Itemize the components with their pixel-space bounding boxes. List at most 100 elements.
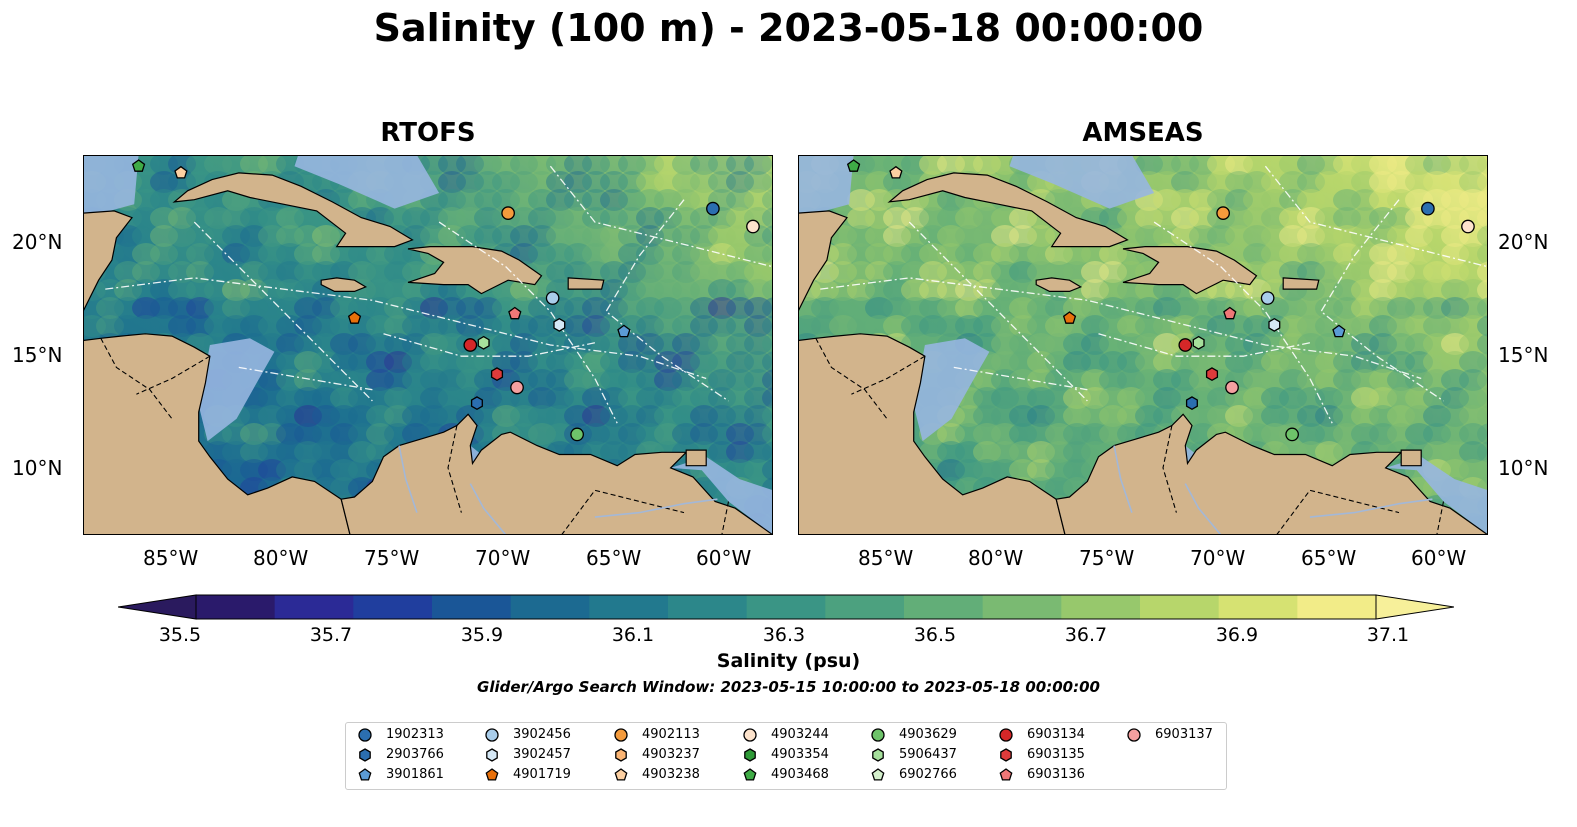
lat-tick-label: 10°N: [1498, 456, 1549, 480]
legend-marker-circle: [743, 728, 757, 742]
lon-tick-label: 80°W: [968, 546, 1024, 570]
panel-title-amseas: AMSEAS: [1082, 118, 1204, 148]
float-marker-4903468: [131, 159, 146, 172]
float-marker-6903137: [1225, 380, 1239, 395]
legend-label: 2903766: [386, 747, 444, 762]
colorbar-segment: [196, 595, 276, 619]
legend-label: 4903629: [899, 727, 957, 742]
float-legend: 1902313 2903766 3901861 3902456 3902457 49017…: [345, 722, 1227, 790]
legend-label: 1902313: [386, 727, 444, 742]
lon-tick-label: 65°W: [586, 546, 642, 570]
colorbar-segment: [904, 595, 984, 619]
legend-label: 6903136: [1027, 767, 1085, 782]
lon-tick-label: 60°W: [1411, 546, 1467, 570]
colorbar-segment: [274, 595, 354, 619]
colorbar-extend-low: [117, 594, 197, 620]
colorbar-tick-label: 35.9: [460, 624, 504, 646]
lat-tick-label: 20°N: [1498, 230, 1549, 254]
float-marker-6903134: [463, 338, 478, 352]
legend-label: 4903238: [642, 767, 700, 782]
legend-label: 4903244: [771, 727, 829, 742]
legend-label: 6903134: [1027, 727, 1085, 742]
legend-marker-hexagon: [615, 748, 627, 762]
legend-marker-circle: [999, 728, 1013, 742]
colorbar-tick-label: 36.1: [611, 624, 655, 646]
float-marker-3902456: [1260, 291, 1275, 305]
colorbar-segment: [353, 595, 433, 619]
lon-tick-label: 60°W: [696, 546, 752, 570]
colorbar-tick-label: 36.5: [913, 624, 957, 646]
float-marker-2903766: [470, 396, 483, 411]
legend-label: 3902457: [513, 747, 571, 762]
colorbar-tick-label: 36.7: [1064, 624, 1108, 646]
float-marker-5906437: [1192, 335, 1205, 350]
colorbar-segment: [982, 595, 1062, 619]
float-marker-4903238: [889, 165, 903, 179]
float-marker-1902313: [706, 201, 720, 216]
float-marker-6903136: [1223, 306, 1237, 320]
float-marker-3902457: [553, 317, 566, 332]
lon-tick-label: 85°W: [143, 546, 199, 570]
legend-marker-hexagon: [359, 748, 371, 762]
amseas-map: [798, 155, 1488, 535]
colorbar-segment: [746, 595, 826, 619]
colorbar-tick-label: 35.5: [158, 624, 202, 646]
lat-tick-label: 15°N: [1498, 343, 1549, 367]
lon-tick-label: 70°W: [1190, 546, 1246, 570]
legend-marker-pentagon: [743, 768, 757, 781]
lon-tick-label: 75°W: [364, 546, 420, 570]
float-marker-4903629: [1285, 427, 1299, 442]
legend-label: 3902456: [513, 727, 571, 742]
rtofs-map: [83, 155, 773, 535]
legend-label: 4902113: [642, 727, 700, 742]
colorbar-segment: [1140, 595, 1220, 619]
float-marker-4901719: [347, 311, 362, 324]
legend-label: 6902766: [899, 767, 957, 782]
float-marker-4902113: [1216, 206, 1230, 220]
colorbar-tick-label: 35.7: [309, 624, 353, 646]
colorbar-segment: [1061, 595, 1141, 619]
float-marker-4902113: [501, 206, 515, 220]
search-window-caption: Glider/Argo Search Window: 2023-05-15 10…: [477, 678, 1100, 696]
float-marker-4903244: [746, 219, 760, 234]
colorbar-segment: [825, 595, 905, 619]
float-marker-6903134: [1178, 338, 1193, 352]
colorbar-label: Salinity (psu): [716, 650, 861, 672]
legend-marker-pentagon: [614, 768, 628, 781]
colorbar-tick-label: 36.3: [762, 624, 806, 646]
legend-label: 5906437: [899, 747, 957, 762]
float-marker-1902313: [1421, 201, 1435, 216]
legend-marker-circle: [358, 728, 372, 742]
float-marker-4903629: [570, 427, 584, 442]
float-marker-4901719: [1062, 311, 1077, 324]
float-marker-3901861: [617, 324, 631, 338]
legend-marker-circle: [871, 728, 885, 742]
float-marker-3902457: [1268, 317, 1281, 332]
lon-tick-label: 75°W: [1079, 546, 1135, 570]
float-marker-6903135: [490, 367, 504, 382]
colorbar-segment: [432, 595, 512, 619]
colorbar-segment: [668, 595, 748, 619]
colorbar-segment: [1218, 595, 1298, 619]
float-marker-4903244: [1461, 219, 1475, 234]
figure-title: Salinity (100 m) - 2023-05-18 00:00:00: [373, 6, 1204, 50]
legend-label: 4903354: [771, 747, 829, 762]
float-marker-6903137: [510, 380, 524, 395]
float-marker-6903136: [508, 306, 522, 320]
float-marker-6903135: [1205, 367, 1219, 382]
lon-tick-label: 80°W: [253, 546, 309, 570]
colorbar-extend-high: [1375, 594, 1455, 620]
legend-marker-circle: [485, 728, 499, 742]
legend-marker-pentagon: [485, 768, 499, 781]
lat-tick-label: 10°N: [12, 456, 63, 480]
legend-label: 4901719: [513, 767, 571, 782]
float-marker-2903766: [1185, 396, 1198, 411]
legend-marker-hexagon: [1000, 748, 1012, 762]
legend-marker-circle: [614, 728, 628, 742]
lon-tick-label: 85°W: [858, 546, 914, 570]
lat-tick-label: 20°N: [12, 230, 63, 254]
lon-tick-label: 65°W: [1301, 546, 1357, 570]
colorbar-tick-label: 37.1: [1366, 624, 1410, 646]
legend-label: 6903135: [1027, 747, 1085, 762]
legend-label: 4903237: [642, 747, 700, 762]
